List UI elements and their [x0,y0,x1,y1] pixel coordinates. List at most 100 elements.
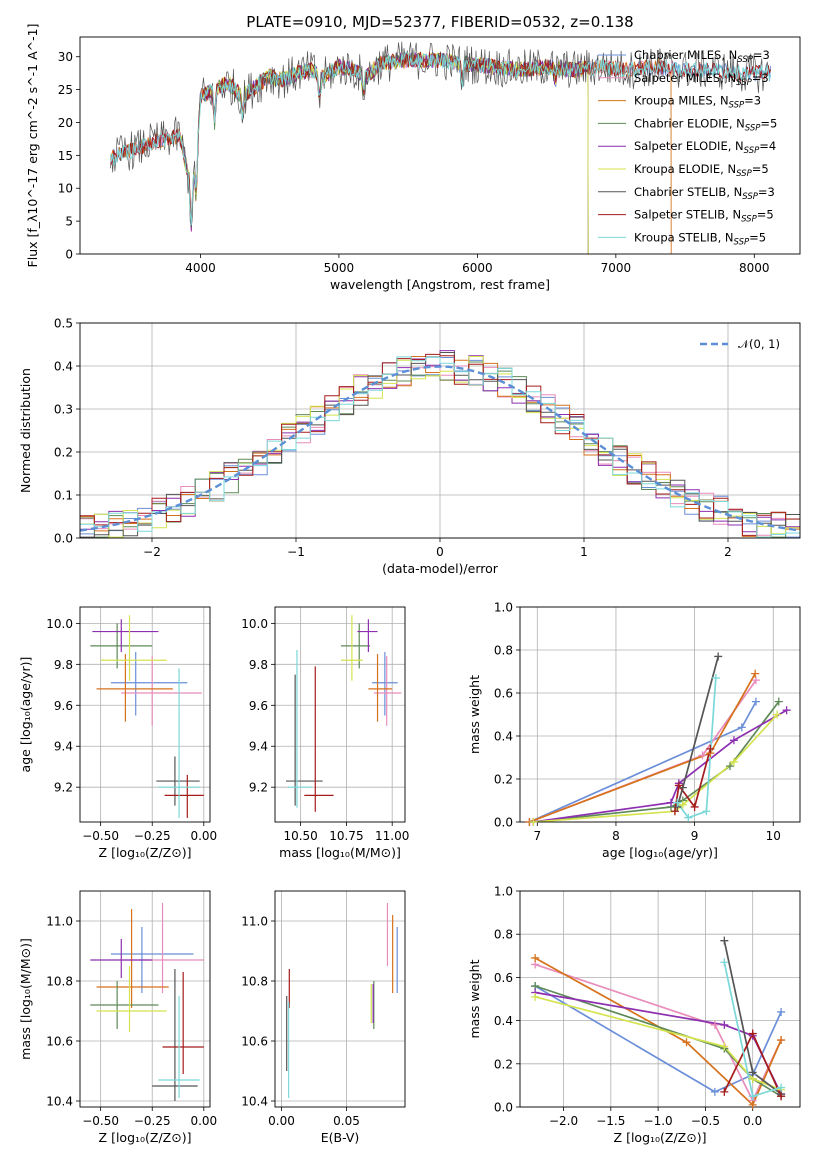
legend-entry-salpeter-elodie: Salpeter ELODIE, NSSP=4 [634,139,776,156]
x-tick-label: −2.0 [549,1114,578,1128]
x-axis-label: mass [log₁₀(M/M⊙)] [279,845,401,860]
histogram-chabrier-elodie [80,361,800,538]
y-tick-label: 10.6 [241,1035,268,1049]
x-tick-label: −1.0 [644,1114,673,1128]
x-tick-label: 10.75 [329,829,363,843]
weight-marker-salpeter-elodie [782,706,791,715]
legend-entry-chabrier-miles: Chabrier MILES, NSSP=3 [634,48,770,65]
x-tick-label: 0.00 [268,1114,295,1128]
x-axis-label: Z [log₁₀(Z/Z⊙)] [99,845,192,860]
weight-marker-chabrier-elodie [726,762,734,771]
y-tick-label: 0.2 [54,446,73,460]
y-tick-label: 0.4 [54,360,73,374]
weight-marker-kroupa-miles [531,953,540,962]
axes-frame [79,322,801,539]
x-axis-label: (data-model)/error [382,561,499,576]
x-tick-label: 7000 [601,261,632,275]
x-tick-label: 0.00 [190,1114,217,1128]
weight-marker-chabrier-stelib [748,1068,757,1077]
x-tick-label: −0.25 [134,829,171,843]
spectrum-line-kroupa-stelib [110,51,772,226]
plot-area [90,615,204,818]
y-tick-label: 10.8 [241,975,268,989]
x-axis-label: age [log₁₀(age/yr)] [602,845,718,860]
y-tick-label: 30 [58,50,73,64]
y-tick-label: 0.0 [54,532,73,546]
y-axis-label: Normed distribution [18,368,33,493]
x-axis-label: wavelength [Angstrom, rest frame] [330,277,550,292]
x-tick-label: 0 [436,545,444,559]
y-tick-label: 15 [58,149,73,163]
y-tick-label: 0.8 [494,644,513,658]
x-axis-label: Z [log₁₀(Z/Z⊙)] [99,1130,192,1145]
legend-entry-kroupa-miles: Kroupa MILES, NSSP=3 [634,94,761,111]
y-tick-label: 0.0 [494,1101,513,1115]
x-axis-label: E(B-V) [321,1130,360,1145]
y-tick-label: 0 [65,248,73,262]
weight-marker-salpeter-stelib [777,1092,786,1101]
weight-marker-kroupa-elodie [529,818,538,826]
x-tick-label: 9 [691,829,699,843]
y-tick-label: 1.0 [494,885,513,899]
legend-entry-normal: 𝒩(0, 1) [738,337,780,351]
x-tick-label: 6000 [462,261,493,275]
plot-area [110,41,772,254]
weight-marker-kroupa-stelib [748,1092,757,1101]
y-tick-label: 1.0 [494,601,513,615]
x-tick-label: −0.50 [82,1114,119,1128]
weight-marker-salpeter-elodie [720,1020,729,1029]
panel-mass-weight-vs-Z: −2.0 −1.5 −1.0 −0.5 0.0 0.0 0.2 0.4 0.6 0.8 1.0 Z [… [467,885,801,1145]
y-tick-label: 9.4 [249,740,268,754]
weight-marker-kroupa-elodie [773,710,782,719]
axes-frame [519,606,801,823]
panel-mass-vs-Z: −0.50 −0.25 0.00 10.4 10.6 10.8 11.0 Z [log₁₀(Z… [18,890,217,1145]
y-tick-label: 11.0 [241,915,268,929]
y-tick-label: 9.6 [249,699,268,713]
legend-entry-kroupa-stelib: Kroupa STELIB, NSSP=5 [634,230,766,247]
y-tick-label: 0.1 [54,489,73,503]
panel-mass-weight-vs-age: 7 8 9 10 0.0 0.2 0.4 0.6 0.8 1.0 age [log₁₀(age/yr… [467,601,801,860]
weight-marker-salpeter-miles [698,751,707,760]
x-tick-label: −2 [143,545,161,559]
y-tick-label: 9.2 [54,781,73,795]
normal-reference-curve [80,365,800,532]
axes-frame [274,606,406,823]
plot-area [80,350,800,538]
weight-marker-salpeter-stelib [690,802,699,811]
x-axis-label: Z [log₁₀(Z/Z⊙)] [614,1130,707,1145]
y-tick-label: 9.8 [54,658,73,672]
weight-marker-kroupa-stelib [720,958,729,967]
y-tick-label: 0.6 [494,687,513,701]
y-tick-label: 0.0 [494,816,513,830]
y-tick-label: 10.0 [241,617,268,631]
panel-spectrum: 4000 5000 6000 7000 8000 0 5 10 15 20 25 30 waveleng… [25,24,801,292]
x-tick-label: 10.50 [283,829,317,843]
spectrum-line-salpeter-elodie [180,52,589,254]
panel-age-vs-Z: −0.50 −0.25 0.00 9.2 9.4 9.6 9.8 10.0 Z [log₁₀(Z… [18,606,217,860]
y-tick-label: 10.4 [241,1095,268,1109]
weight-line-salpeter-stelib [674,748,712,812]
weight-line-kroupa-stelib [676,677,717,819]
panel-age-vs-mass: 10.50 10.75 11.00 9.2 9.4 9.6 9.8 10.0 mass [log… [241,606,409,860]
weight-marker-kroupa-elodie [729,757,738,766]
y-tick-label: 10.6 [46,1035,73,1049]
histogram-kroupa-stelib [80,356,800,538]
y-tick-label: 25 [58,83,73,97]
y-tick-label: 10.0 [46,617,73,631]
axes-frame [274,890,406,1108]
x-tick-label: 0.0 [743,1114,762,1128]
y-axis-label: age [log₁₀(age/yr)] [18,657,33,773]
x-tick-label: −0.5 [691,1114,720,1128]
weight-marker-kroupa-stelib [777,1083,786,1092]
weight-marker-kroupa-miles [751,669,760,678]
spectrum-line-chabrier-elodie [180,52,589,254]
y-tick-label: 9.4 [54,740,73,754]
spectrum-line-salpeter-miles [110,52,672,233]
weight-marker-chabrier-stelib [714,652,723,661]
y-tick-label: 0.5 [54,317,73,331]
y-tick-label: 9.6 [54,699,73,713]
y-tick-label: 0.4 [494,1014,513,1028]
y-tick-label: 5 [65,215,73,229]
weight-marker-chabrier-miles [751,697,760,706]
weight-line-salpeter-miles [534,963,782,1102]
